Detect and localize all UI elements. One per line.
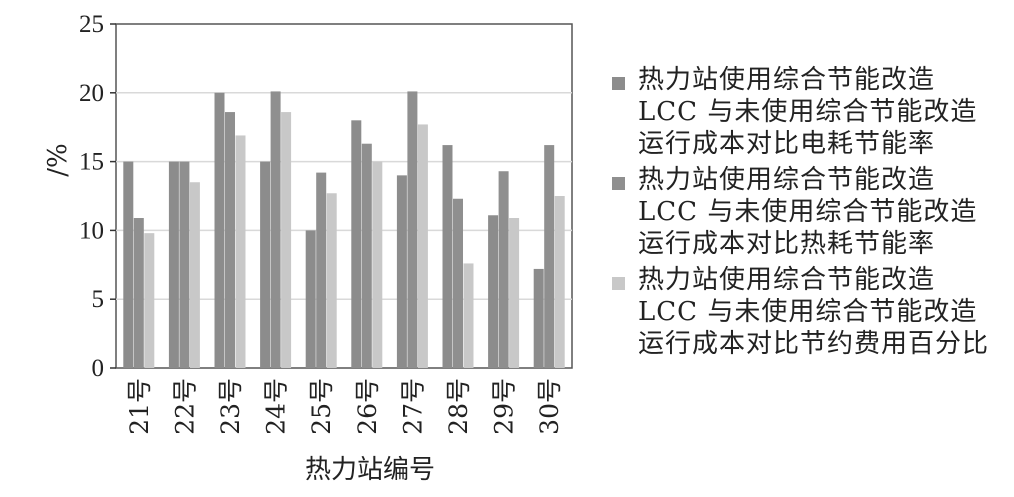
y-tick-label: 0 [92, 355, 105, 382]
x-tick-label: 30号 [535, 378, 564, 435]
bar-21号-series-1 [123, 161, 134, 368]
bar-22号-series-2 [179, 161, 190, 368]
x-tick-label: 29号 [490, 378, 519, 435]
bar-23号-series-2 [225, 112, 235, 369]
bar-30号-series-2 [544, 145, 555, 368]
bar-22号-series-1 [168, 161, 179, 368]
bar-28号-series-3 [463, 263, 474, 368]
x-axis-title: 热力站编号 [305, 455, 435, 485]
bar-27号-series-1 [396, 175, 407, 368]
x-tick-label: 27号 [398, 378, 427, 435]
legend-label: 热力站使用综合节能改造 LCC 与未使用综合节能改造运行成本对比热耗节能率 [638, 165, 978, 259]
bar-26号-series-1 [351, 120, 362, 368]
x-tick-label: 28号 [444, 378, 473, 435]
bars [123, 91, 565, 369]
legend-item-3: 热力站使用综合节能改造 LCC 与未使用综合节能改造运行成本对比节约费用百分比 [610, 264, 1000, 360]
y-tick-label: 5 [92, 286, 105, 313]
bar-22号-series-3 [189, 182, 200, 368]
bar-23号-series-3 [235, 135, 246, 368]
legend-label: 热力站使用综合节能改造 LCC 与未使用综合节能改造运行成本对比节约费用百分比 [638, 265, 990, 359]
y-axis-ticks: 0 5 10 15 20 25 [79, 11, 116, 382]
x-tick-label: 22号 [170, 378, 199, 435]
bar-21号-series-3 [144, 233, 155, 368]
bar-23号-series-1 [214, 92, 225, 369]
legend-swatch [612, 277, 625, 290]
bar-27号-series-2 [407, 91, 418, 368]
bar-30号-series-1 [533, 268, 544, 368]
bar-30号-series-3 [554, 196, 565, 368]
bar-21号-series-2 [133, 218, 144, 368]
bar-28号-series-2 [453, 198, 463, 368]
bar-25号-series-1 [305, 230, 316, 368]
y-tick-label: 10 [79, 217, 104, 244]
bar-29号-series-3 [509, 218, 520, 368]
y-tick-label: 20 [79, 80, 104, 107]
x-tick-label: 23号 [216, 378, 245, 435]
bar-24号-series-3 [281, 112, 292, 369]
x-tick-label: 26号 [353, 378, 382, 435]
bar-26号-series-3 [372, 161, 383, 368]
y-tick-label: 25 [79, 11, 104, 38]
bar-25号-series-3 [326, 193, 337, 368]
legend-item-2: 热力站使用综合节能改造 LCC 与未使用综合节能改造运行成本对比热耗节能率 [610, 164, 1000, 260]
x-tick-label: 21号 [125, 378, 154, 435]
x-tick-label: 25号 [307, 378, 336, 435]
y-tick-label: 15 [79, 149, 104, 176]
bar-26号-series-2 [361, 143, 372, 368]
bar-24号-series-2 [270, 91, 281, 368]
bar-27号-series-3 [417, 124, 428, 368]
x-axis-ticks: 21号 22号 23号 24号 25号 26号 27号 28号 29号 30号 [125, 378, 564, 435]
legend: 热力站使用综合节能改造 LCC 与未使用综合节能改造运行成本对比电耗节能率 热力站… [610, 64, 1000, 364]
bar-29号-series-1 [488, 215, 499, 368]
legend-swatch [612, 77, 625, 90]
x-tick-label: 24号 [262, 378, 291, 435]
bar-25号-series-2 [316, 172, 327, 368]
legend-item-1: 热力站使用综合节能改造 LCC 与未使用综合节能改造运行成本对比电耗节能率 [610, 64, 1000, 160]
legend-swatch [612, 177, 625, 190]
y-axis-title: /% [43, 143, 73, 176]
legend-label: 热力站使用综合节能改造 LCC 与未使用综合节能改造运行成本对比电耗节能率 [638, 65, 978, 159]
bar-28号-series-1 [442, 145, 453, 368]
bar-29号-series-2 [498, 171, 509, 368]
bar-24号-series-1 [260, 161, 271, 368]
